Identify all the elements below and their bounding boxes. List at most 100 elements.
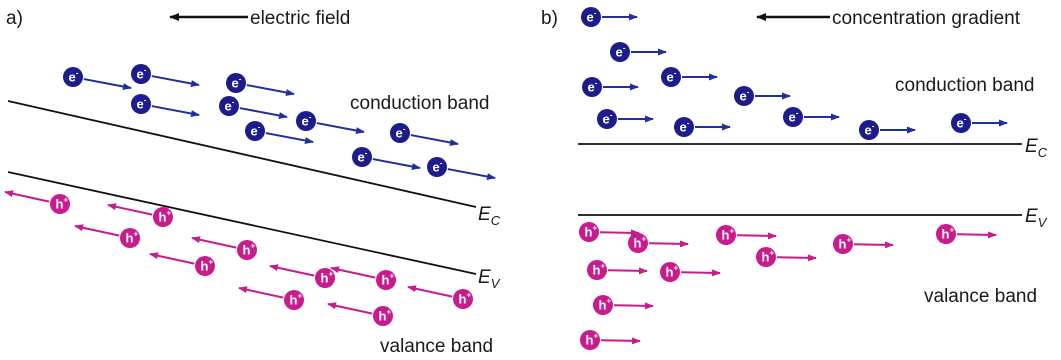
hole-dot (376, 270, 396, 290)
hole-drift-arrow (238, 286, 284, 299)
hole: h+ (107, 203, 173, 227)
electron-drift-arrow (265, 132, 314, 144)
electron: e- (63, 67, 132, 90)
electron-drift-arrow (246, 84, 295, 96)
hole-symbol: h+ (459, 291, 472, 307)
hole-dot (593, 295, 613, 315)
electron-drift-arrow (239, 107, 288, 119)
hole-symbol: h+ (201, 258, 214, 274)
electron: e- (131, 94, 200, 117)
electron-dot (219, 96, 239, 116)
electron-dot (661, 67, 681, 87)
hole-dot (756, 247, 776, 267)
hole: h+ (191, 236, 257, 260)
electron-drift-arrow (447, 168, 496, 180)
electron-dot (610, 42, 630, 62)
electron-symbol: e- (740, 88, 750, 104)
hole: h+ (149, 252, 215, 276)
electron-symbol: e- (957, 115, 967, 131)
hole-drift-arrow (327, 302, 373, 315)
hole: h+ (330, 266, 396, 290)
electron-symbol: e- (232, 75, 242, 91)
hole-drift-arrow (191, 236, 237, 249)
hole-drift-arrow (853, 241, 894, 249)
hole-symbol: h+ (321, 270, 334, 286)
hole-drift-arrow (680, 269, 721, 277)
hole-dot (579, 222, 599, 242)
hole-symbol: h+ (666, 264, 679, 280)
electron: e- (674, 117, 731, 137)
electron: e- (226, 73, 295, 96)
hole-symbol: h+ (722, 227, 735, 243)
electron-dot (582, 77, 602, 97)
hole: h+ (593, 295, 654, 315)
hole: h+ (269, 264, 335, 288)
electron-symbol: e- (789, 109, 799, 125)
ec-label-a: EC (478, 204, 501, 228)
hole-drift-arrow (736, 232, 777, 240)
electron-symbol: e- (302, 113, 312, 129)
electron-dot (674, 117, 694, 137)
hole-dot (716, 225, 736, 245)
hole-drift-arrow (74, 224, 120, 237)
electric-field-label: electric field (250, 8, 350, 29)
electron-dot (783, 107, 803, 127)
hole-drift-arrow (600, 337, 641, 345)
hole: h+ (587, 260, 648, 280)
electron: e- (783, 107, 840, 127)
panel-b: b) concentration gradient conduction ban… (541, 7, 1048, 350)
conduction-band-edge-a (7, 100, 477, 208)
hole-dot (237, 240, 257, 260)
electron-symbol: e- (865, 122, 875, 138)
hole-symbol: h+ (379, 308, 392, 324)
electron: e- (951, 113, 1008, 133)
hole-dot (833, 234, 853, 254)
electron: e- (245, 121, 314, 144)
hole-dot (284, 290, 304, 310)
hole-drift-arrow (776, 254, 817, 262)
electron-symbol: e- (137, 66, 147, 82)
electron-symbol: e- (587, 9, 597, 25)
electron-symbol: e- (680, 119, 690, 135)
electron-symbol: e- (358, 149, 368, 165)
hole-symbol: h+ (634, 235, 647, 251)
electron-drift-arrow (372, 158, 421, 170)
electron: e- (352, 147, 421, 170)
hole-drift-arrow (956, 231, 997, 239)
electron-drift-arrow (151, 105, 200, 117)
electron: e- (296, 111, 365, 134)
hole-dot (587, 260, 607, 280)
hole-drift-arrow (330, 266, 376, 279)
hole-symbol: h+ (159, 209, 172, 225)
hole-symbol: h+ (593, 262, 606, 278)
hole-dot (195, 256, 215, 276)
holes-group-b: h+ h+ h+ h+ h+ h+ h+ h+ h+ h+ (579, 222, 997, 350)
electron: e- (859, 120, 916, 140)
hole: h+ (327, 302, 393, 326)
electron: e- (219, 96, 288, 119)
hole-drift-arrow (607, 267, 648, 275)
hole-symbol: h+ (599, 297, 612, 313)
electrons-group-b: e-e-e-e-e-e-e-e-e-e- (581, 7, 1008, 140)
electron-drift-arrow (410, 134, 459, 146)
hole-drift-arrow (149, 252, 195, 265)
hole: h+ (407, 285, 473, 309)
electron: e- (582, 77, 639, 97)
hole-symbol: h+ (839, 236, 852, 252)
hole-symbol: h+ (762, 249, 775, 265)
conduction-band-label-b: conduction band (895, 75, 1034, 96)
hole: h+ (238, 286, 304, 310)
electron-drift-arrow (83, 78, 132, 90)
electron-dot (859, 120, 879, 140)
electron: e- (597, 109, 654, 129)
electron-symbol: e- (667, 69, 677, 85)
hole-drift-arrow (599, 229, 640, 237)
electron-dot (226, 73, 246, 93)
electron: e- (427, 157, 496, 180)
electron-symbol: e- (588, 79, 598, 95)
electron-dot (245, 121, 265, 141)
hole: h+ (580, 330, 641, 350)
electron-symbol: e- (433, 159, 443, 175)
hole-dot (580, 330, 600, 350)
hole-symbol: h+ (243, 242, 256, 258)
